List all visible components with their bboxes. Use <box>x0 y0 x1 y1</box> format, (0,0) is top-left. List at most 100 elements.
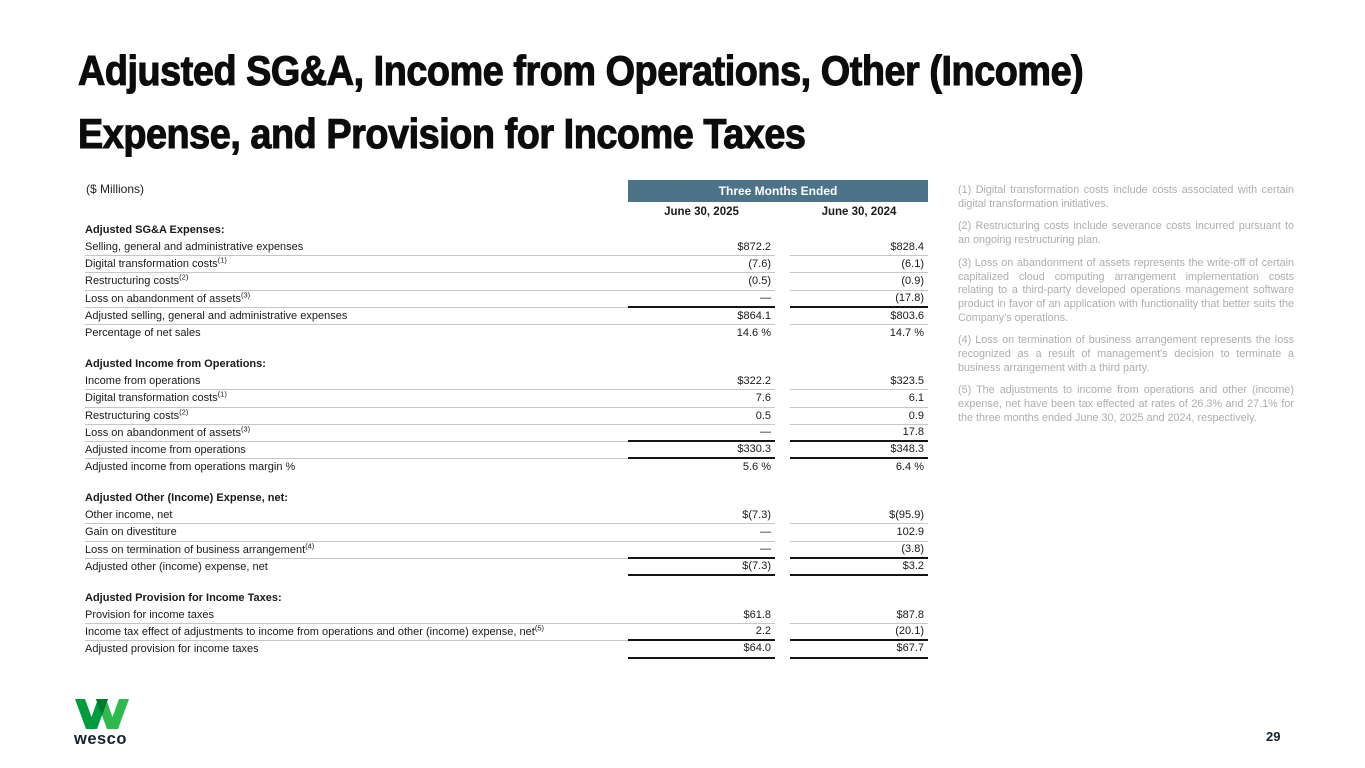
wesco-logo-mark <box>75 699 129 729</box>
footnote-marker: (2) <box>179 406 189 416</box>
section-header: Adjusted Provision for Income Taxes: <box>85 592 282 604</box>
row-label: Adjusted other (income) expense, net <box>85 560 268 573</box>
footnote-marker: (1) <box>217 389 227 399</box>
table-row: Income tax effect of adjustments to inco… <box>85 623 928 642</box>
value-2025: — <box>628 524 775 542</box>
value-2024: 6.1 <box>790 390 928 408</box>
row-label: Loss on abandonment of assets(3) <box>85 291 628 308</box>
table-body: Adjusted SG&A Expenses: Selling, general … <box>85 221 928 659</box>
section-header: Adjusted Other (Income) Expense, net: <box>85 492 288 505</box>
value-2024: $67.7 <box>790 641 928 659</box>
value-2025: (7.6) <box>628 256 775 274</box>
column-header-2024: June 30, 2024 <box>821 205 897 218</box>
value-2025: — <box>628 425 775 442</box>
value-2024: 17.8 <box>790 425 928 442</box>
table-row: Adjusted income from operations $330.3 $34… <box>85 442 928 460</box>
column-headers-row: June 30, 2025 June 30, 2024 <box>85 202 928 221</box>
footnote-marker: (3) <box>240 424 251 434</box>
footnote-marker: (3) <box>240 289 251 299</box>
footnotes: (1) Digital transformation costs include… <box>958 184 1294 435</box>
value-2025: $64.0 <box>628 641 775 659</box>
value-2024: 0.9 <box>790 408 928 425</box>
period-header-bar: Three Months Ended <box>628 180 928 202</box>
footnote: (2) Restructuring costs include severanc… <box>958 220 1294 247</box>
table-row: Selling, general and administrative expe… <box>85 239 928 257</box>
value-2025: — <box>628 291 775 308</box>
financial-table: Three Months Ended June 30, 2025 June 30… <box>85 180 928 659</box>
value-2025: — <box>628 542 775 559</box>
row-label: Loss on termination of business arrangem… <box>85 542 628 559</box>
value-2025: $(7.3) <box>628 507 775 525</box>
table-row: Digital transformation costs(1) (7.6) (6.1… <box>85 255 928 274</box>
table-row: Restructuring costs(2) (0.5) (0.9) <box>85 272 928 291</box>
value-2024: $323.5 <box>790 373 928 391</box>
value-2025: 5.6 % <box>742 461 771 474</box>
footnote: (5) The adjustments to income from opera… <box>958 384 1294 424</box>
value-2024: $(95.9) <box>790 507 928 525</box>
value-2024: (3.8) <box>790 542 928 559</box>
row-label: Other income, net <box>85 507 628 525</box>
table-row: Gain on divestiture — 102.9 <box>85 524 928 542</box>
row-label: Income tax effect of adjustments to inco… <box>85 623 628 642</box>
value-2025: 2.2 <box>628 624 775 642</box>
row-label: Digital transformation costs(1) <box>85 255 628 274</box>
value-2024: 14.7 % <box>889 326 924 339</box>
row-label: Income from operations <box>85 373 628 391</box>
value-2025: $61.8 <box>628 607 775 625</box>
section-header: Adjusted Income from Operations: <box>85 358 266 371</box>
table-row: Adjusted income from operations margin %… <box>85 459 928 476</box>
value-2024: (6.1) <box>790 256 928 274</box>
value-2024: 6.4 % <box>895 461 924 474</box>
table-row: Provision for income taxes $61.8 $87.8 <box>85 607 928 625</box>
value-2025: 7.6 <box>628 390 775 408</box>
table-row: Digital transformation costs(1) 7.6 6.1 <box>85 389 928 408</box>
row-label: Loss on abandonment of assets(3) <box>85 425 628 442</box>
column-header-2025: June 30, 2025 <box>664 205 739 218</box>
slide-title-line-2: Expense, and Provision for Income Taxes <box>78 109 807 157</box>
row-label: Digital transformation costs(1) <box>85 389 628 408</box>
footnote-marker: (1) <box>217 255 227 265</box>
row-label: Adjusted income from operations margin % <box>85 461 296 474</box>
table-row: Loss on abandonment of assets(3) — 17.8 <box>85 425 928 442</box>
footnote: (4) Loss on termination of business arra… <box>958 334 1294 374</box>
row-label: Restructuring costs(2) <box>85 272 628 291</box>
table-row: Income from operations $322.2 $323.5 <box>85 373 928 391</box>
value-2024: (20.1) <box>790 624 928 642</box>
footnote-marker: (4) <box>305 540 315 550</box>
wesco-logo: wesco <box>74 699 134 749</box>
value-2025: $864.1 <box>628 308 775 325</box>
table-row: Loss on abandonment of assets(3) — (17.8) <box>85 291 928 308</box>
table-row: Percentage of net sales 14.6 % 14.7 % <box>85 325 928 342</box>
value-2024: $87.8 <box>790 607 928 625</box>
units-label: ($ Millions) <box>86 182 145 196</box>
table-row: Adjusted other (income) expense, net $(7.… <box>85 559 928 576</box>
row-label: Provision for income taxes <box>85 607 628 625</box>
footnote-marker: (5) <box>534 623 544 633</box>
value-2025: 0.5 <box>628 408 775 425</box>
row-label: Restructuring costs(2) <box>85 408 628 425</box>
value-2024: $3.2 <box>790 559 928 576</box>
value-2024: (17.8) <box>790 291 928 308</box>
value-2025: $330.3 <box>628 442 775 460</box>
slide-title-line-1: Adjusted SG&A, Income from Operations, O… <box>78 46 1085 94</box>
value-2025: 14.6 % <box>736 326 771 339</box>
footnote: (1) Digital transformation costs include… <box>958 184 1294 210</box>
table-section: Adjusted Other (Income) Expense, net: Oth… <box>85 489 928 576</box>
row-label: Adjusted income from operations <box>85 442 628 460</box>
table-row: Other income, net $(7.3) $(95.9) <box>85 507 928 525</box>
row-label: Adjusted selling, general and administra… <box>85 308 628 325</box>
wesco-wordmark: wesco <box>74 730 127 748</box>
table-row: Restructuring costs(2) 0.5 0.9 <box>85 408 928 425</box>
value-2025: $872.2 <box>628 239 775 257</box>
table-row: Adjusted selling, general and administra… <box>85 308 928 325</box>
footnote-marker: (2) <box>179 272 189 282</box>
value-2024: $348.3 <box>790 442 928 460</box>
footnote: (3) Loss on abandonment of assets repres… <box>958 256 1294 324</box>
row-label: Gain on divestiture <box>85 524 628 542</box>
table-row: Adjusted provision for income taxes $64.0… <box>85 641 928 659</box>
row-label: Adjusted provision for income taxes <box>85 643 259 656</box>
table-section: Adjusted Income from Operations: Income f… <box>85 355 928 476</box>
row-label: Selling, general and administrative expe… <box>85 239 628 257</box>
value-2025: $322.2 <box>628 373 775 391</box>
